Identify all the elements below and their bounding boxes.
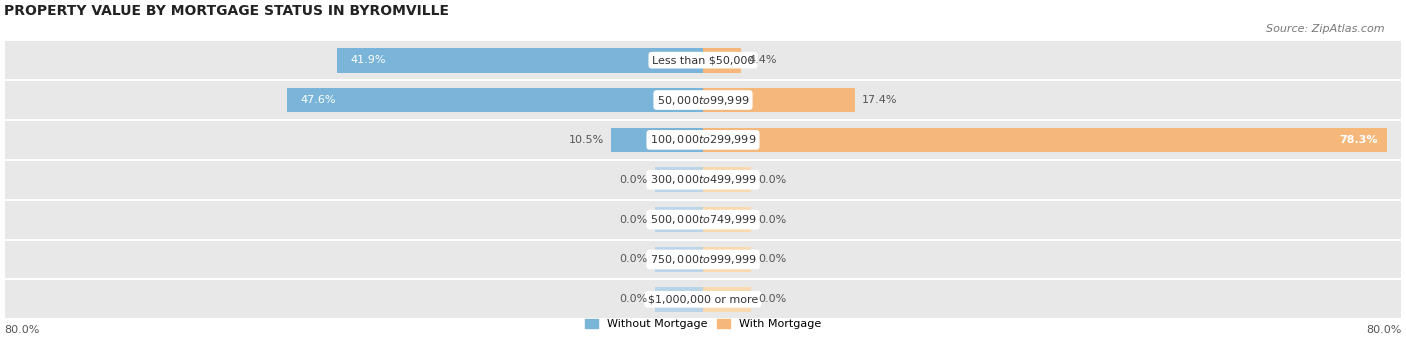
- Text: 0.0%: 0.0%: [758, 175, 786, 185]
- Text: 80.0%: 80.0%: [1367, 325, 1402, 336]
- Bar: [4, 160, 1402, 200]
- Bar: [703, 88, 855, 113]
- Bar: [703, 207, 751, 232]
- Text: 0.0%: 0.0%: [620, 215, 648, 225]
- Bar: [287, 88, 703, 113]
- Bar: [703, 167, 751, 192]
- Text: $750,000 to $999,999: $750,000 to $999,999: [650, 253, 756, 266]
- Bar: [703, 128, 1386, 152]
- Text: PROPERTY VALUE BY MORTGAGE STATUS IN BYROMVILLE: PROPERTY VALUE BY MORTGAGE STATUS IN BYR…: [4, 4, 449, 18]
- Text: 4.4%: 4.4%: [748, 55, 778, 65]
- Bar: [703, 247, 751, 272]
- Bar: [337, 48, 703, 72]
- Text: 0.0%: 0.0%: [620, 254, 648, 265]
- Bar: [655, 167, 703, 192]
- Bar: [4, 120, 1402, 160]
- Legend: Without Mortgage, With Mortgage: Without Mortgage, With Mortgage: [581, 314, 825, 334]
- Bar: [703, 48, 741, 72]
- Text: 0.0%: 0.0%: [620, 294, 648, 304]
- Bar: [4, 200, 1402, 240]
- Bar: [612, 128, 703, 152]
- Text: $100,000 to $299,999: $100,000 to $299,999: [650, 133, 756, 147]
- Text: 0.0%: 0.0%: [758, 215, 786, 225]
- Bar: [655, 247, 703, 272]
- Bar: [655, 287, 703, 312]
- Bar: [655, 207, 703, 232]
- Text: 0.0%: 0.0%: [758, 254, 786, 265]
- Text: 0.0%: 0.0%: [758, 294, 786, 304]
- Text: 78.3%: 78.3%: [1340, 135, 1378, 145]
- Text: 17.4%: 17.4%: [862, 95, 897, 105]
- Text: Source: ZipAtlas.com: Source: ZipAtlas.com: [1267, 24, 1385, 34]
- Text: 41.9%: 41.9%: [350, 55, 385, 65]
- Bar: [4, 240, 1402, 279]
- Text: 47.6%: 47.6%: [301, 95, 336, 105]
- Text: $1,000,000 or more: $1,000,000 or more: [648, 294, 758, 304]
- Text: $500,000 to $749,999: $500,000 to $749,999: [650, 213, 756, 226]
- Text: 10.5%: 10.5%: [569, 135, 605, 145]
- Text: $50,000 to $99,999: $50,000 to $99,999: [657, 94, 749, 106]
- Bar: [4, 279, 1402, 319]
- Text: Less than $50,000: Less than $50,000: [652, 55, 754, 65]
- Text: 80.0%: 80.0%: [4, 325, 39, 336]
- Bar: [703, 287, 751, 312]
- Bar: [4, 40, 1402, 80]
- Text: 0.0%: 0.0%: [620, 175, 648, 185]
- Bar: [4, 80, 1402, 120]
- Text: $300,000 to $499,999: $300,000 to $499,999: [650, 173, 756, 186]
